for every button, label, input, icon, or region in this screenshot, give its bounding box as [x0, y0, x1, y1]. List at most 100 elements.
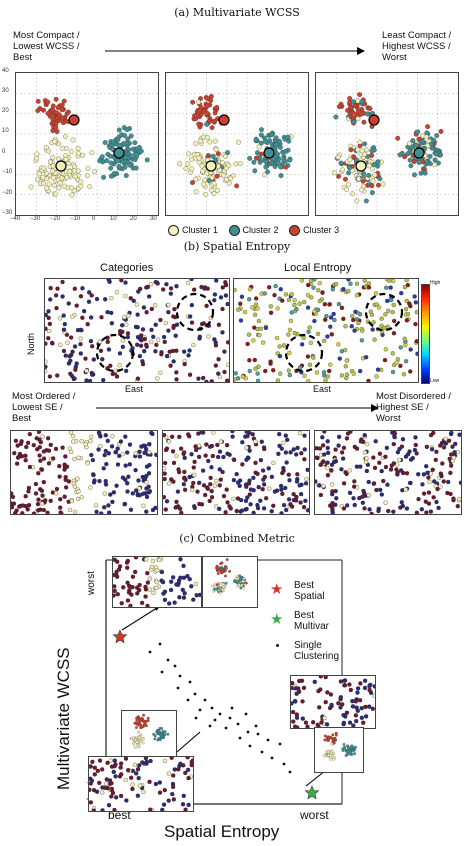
map-point	[401, 372, 407, 377]
map-point	[110, 371, 115, 377]
map-point	[347, 468, 352, 473]
map-point	[382, 357, 388, 363]
map-point	[367, 507, 372, 512]
cluster-point	[99, 154, 105, 160]
cluster-point	[221, 172, 227, 178]
map-point	[253, 460, 258, 465]
cluster-point	[46, 181, 52, 187]
map-point	[280, 491, 285, 497]
cluster-point	[128, 153, 134, 159]
cluster-point	[52, 139, 58, 145]
map-point	[277, 344, 282, 349]
cluster-point	[115, 158, 121, 164]
map-point	[314, 370, 320, 375]
map-point	[104, 781, 109, 786]
map-point	[329, 332, 334, 337]
map-point	[438, 443, 443, 448]
dot-icon	[276, 644, 279, 647]
map-point	[323, 676, 328, 680]
map-point	[433, 457, 438, 463]
map-point	[431, 495, 436, 500]
map-point	[54, 491, 59, 496]
clustering-point	[230, 706, 234, 710]
cluster-centroid	[55, 160, 67, 172]
legend-item-cluster-2: Cluster 2	[228, 225, 279, 237]
map-point	[103, 482, 109, 487]
cluster-point	[336, 104, 342, 110]
cluster-point	[132, 140, 138, 146]
map-point	[328, 692, 334, 697]
map-point	[84, 378, 89, 382]
cluster-point	[375, 159, 381, 165]
map-point	[89, 452, 94, 458]
cluster-point	[212, 138, 218, 144]
map-point	[125, 558, 130, 564]
map-point	[39, 501, 45, 506]
clustering-point	[178, 674, 182, 678]
map-point	[263, 368, 268, 374]
map-point	[358, 464, 363, 469]
map-point	[143, 587, 149, 592]
cluster-point	[350, 110, 356, 116]
cluster-point	[133, 165, 139, 171]
map-point	[317, 281, 322, 286]
map-point	[109, 321, 115, 326]
cluster-point	[380, 181, 386, 187]
map-point	[284, 507, 289, 513]
map-point	[300, 716, 305, 721]
map-point	[102, 785, 107, 790]
map-point	[144, 494, 150, 500]
map-point	[45, 326, 48, 331]
map-point	[231, 457, 237, 463]
map-point	[15, 455, 21, 460]
map-point	[281, 440, 286, 445]
cluster-point	[214, 104, 220, 110]
map-point	[153, 322, 158, 327]
map-point	[203, 453, 208, 458]
map-point	[24, 444, 29, 450]
map-point	[251, 488, 256, 493]
map-point	[88, 485, 93, 490]
map-point	[105, 310, 110, 315]
map-point	[100, 767, 105, 772]
map-point	[36, 431, 42, 435]
map-point	[402, 336, 407, 341]
cluster-point	[234, 183, 240, 189]
map-point	[188, 314, 193, 319]
map-point	[321, 483, 326, 489]
cluster-point	[377, 176, 383, 182]
map-point	[352, 502, 357, 508]
map-point	[425, 470, 430, 475]
clustering-point	[148, 650, 152, 654]
map-point	[281, 466, 286, 471]
map-point	[246, 332, 252, 337]
map-point	[134, 302, 140, 307]
map-point	[149, 564, 155, 570]
map-point	[342, 678, 347, 683]
map-point	[383, 347, 388, 352]
map-point	[402, 284, 408, 290]
map-point	[381, 478, 386, 484]
map-point	[100, 790, 105, 795]
map-point	[137, 587, 142, 593]
clustering-point	[246, 730, 250, 734]
map-point	[355, 686, 361, 691]
map-point	[297, 431, 303, 436]
map-point	[166, 798, 171, 803]
map-point	[221, 454, 226, 460]
map-point	[78, 294, 84, 299]
map-point	[13, 510, 18, 514]
cluster-point	[359, 187, 365, 193]
map-point	[174, 284, 179, 289]
map-point	[255, 371, 260, 376]
inset-worst-map	[290, 675, 376, 729]
map-point	[23, 494, 28, 499]
inset-worst-clusters	[314, 727, 364, 773]
map-point	[138, 343, 144, 348]
map-point	[421, 491, 427, 496]
map-point	[143, 476, 148, 482]
map-point	[183, 770, 188, 776]
map-point	[234, 471, 239, 477]
map-point	[97, 780, 102, 786]
cluster-point	[425, 124, 431, 130]
